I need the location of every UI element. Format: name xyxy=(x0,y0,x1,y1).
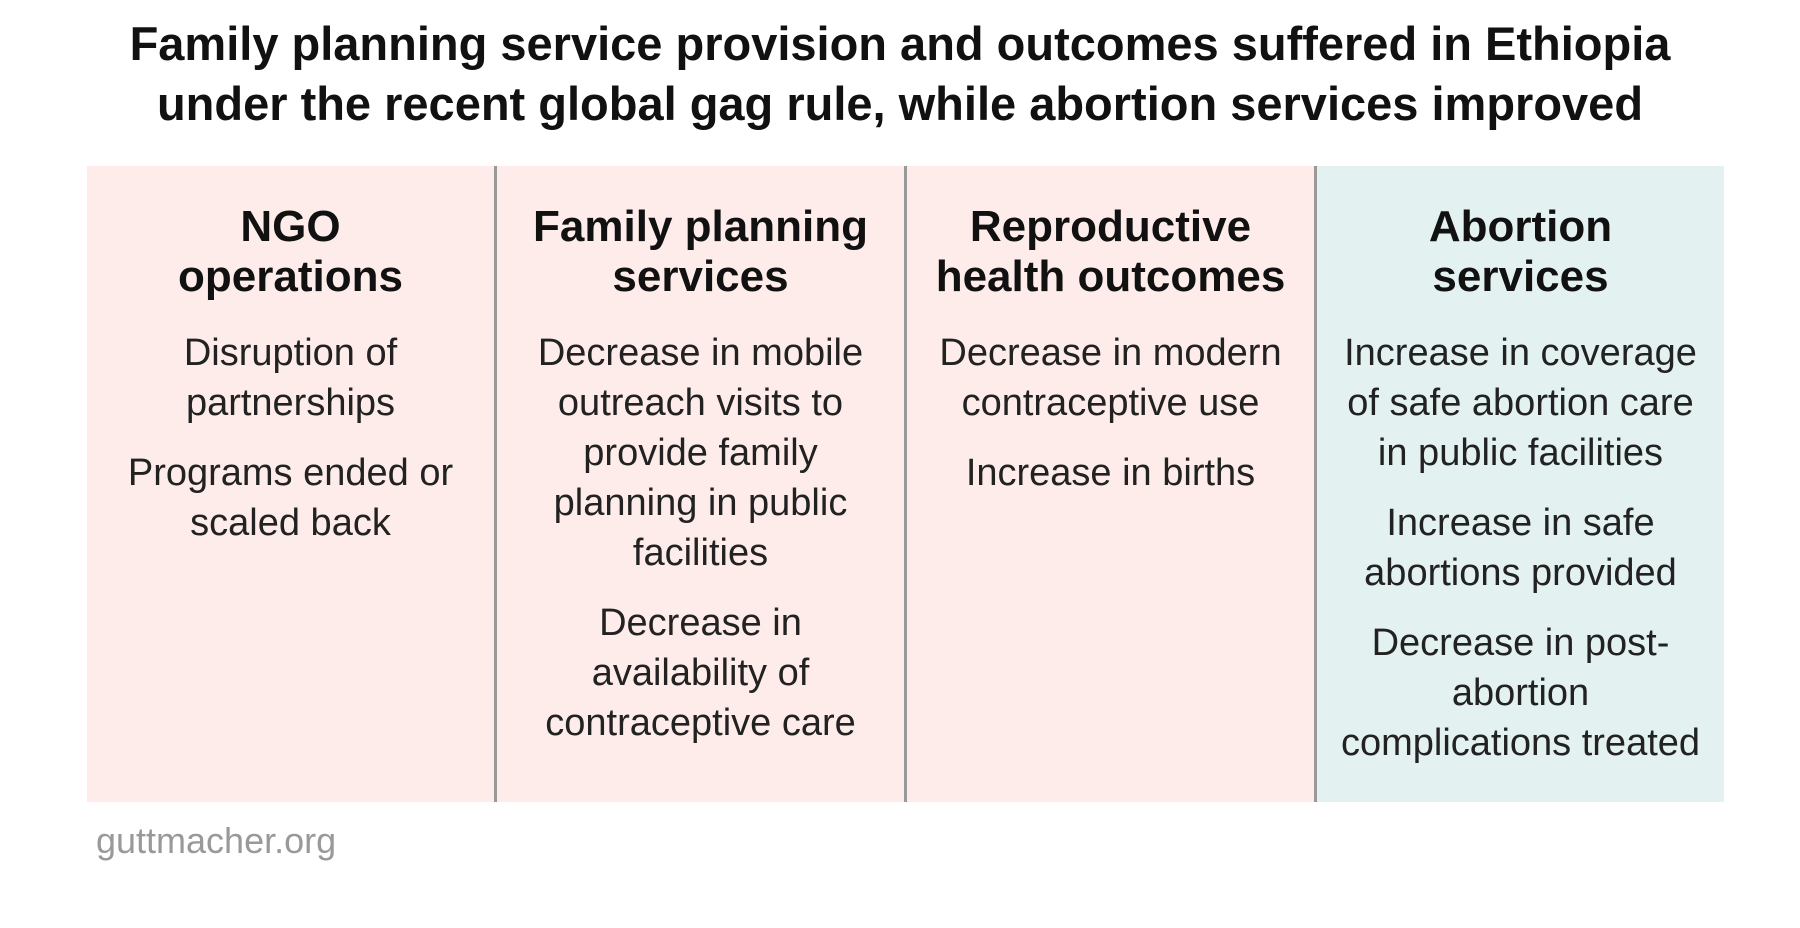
column-item: Decrease in modern contraceptive use xyxy=(939,332,1282,424)
column-heading: Reproductive health outcomes xyxy=(929,202,1292,302)
source: guttmacher.org xyxy=(96,820,337,861)
heading-line: Reproductive xyxy=(969,202,1252,251)
column-item: Increase in coverage of safe abortion ca… xyxy=(1344,332,1697,474)
column-heading: Family planning services xyxy=(519,202,882,302)
column-heading: Abortion services xyxy=(1339,202,1702,302)
column: Abortion services Increase in coverage of … xyxy=(1314,166,1724,802)
column-item: Decrease in mobile outreach visits to pr… xyxy=(537,332,864,574)
column-item: Programs ended or scaled back xyxy=(127,452,454,544)
title-line: under the recent global gag rule, while … xyxy=(156,77,1644,130)
column: Family planning services Decrease in mobil… xyxy=(494,166,904,802)
heading-line: services xyxy=(612,252,789,301)
title-line: Family planning service provision and ou… xyxy=(129,17,1671,70)
column-item: Increase in births xyxy=(965,452,1256,494)
heading-line: Abortion xyxy=(1428,202,1613,251)
heading-line: services xyxy=(1432,252,1609,301)
column: NGO operations Disruption of partnerships P… xyxy=(87,166,494,802)
column-item: Decrease in availability of contraceptiv… xyxy=(545,602,856,744)
heading-line: NGO xyxy=(240,202,341,251)
column-heading: NGO operations xyxy=(109,202,472,302)
table: NGO operations Disruption of partnerships P… xyxy=(87,166,1724,802)
heading-line: health outcomes xyxy=(935,252,1286,301)
column-item: Disruption of partnerships xyxy=(183,332,398,424)
column: Reproductive health outcomes Decrease in m… xyxy=(904,166,1314,802)
heading-line: operations xyxy=(178,252,403,301)
title: Family planning service provision and ou… xyxy=(0,14,1800,134)
heading-line: Family planning xyxy=(533,202,868,251)
column-item: Increase in safe abortions provided xyxy=(1364,502,1677,594)
column-item: Decrease in post-abortion complications … xyxy=(1340,622,1701,764)
